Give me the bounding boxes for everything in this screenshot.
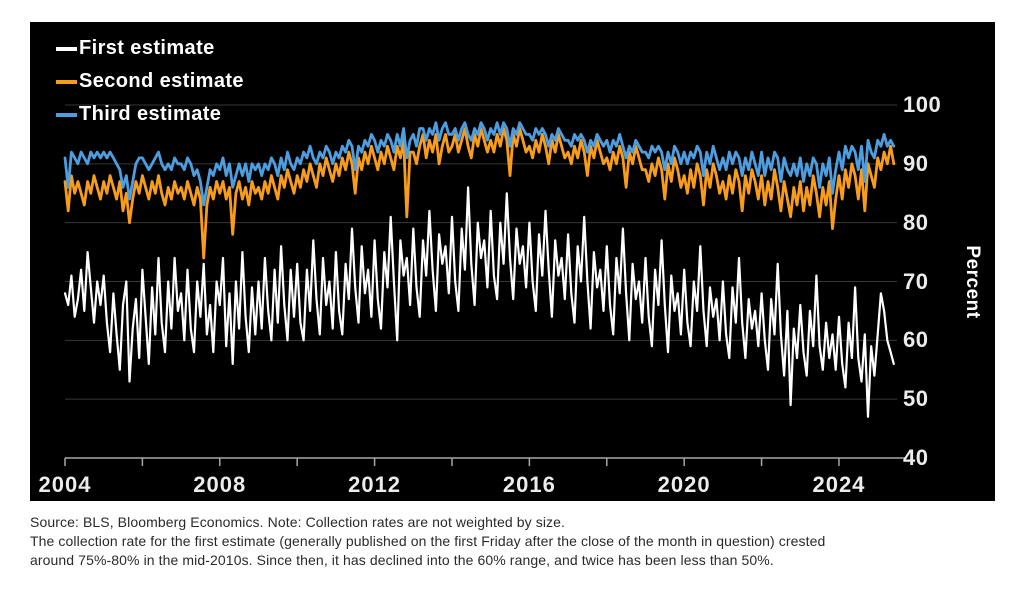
legend-label: Second estimate [79,70,244,92]
first-estimate-line [63,186,895,418]
chart-svg [63,104,905,466]
legend-label: Third estimate [79,103,222,125]
chart-legend: First estimate Second estimate Third est… [56,32,244,131]
y-tick-label-80: 80 [903,209,929,235]
second-estimate-line [63,127,896,260]
x-tick-label-2012: 2012 [348,472,402,497]
second-estimate-swatch-icon [56,79,77,84]
third-estimate-swatch-icon [56,112,77,117]
x-tick-label-2016: 2016 [502,472,556,497]
legend-item-first-estimate: First estimate [56,32,244,65]
y-tick-label-60: 60 [903,327,929,353]
y-axis-title: Percent [962,245,983,319]
x-tick-label-2004: 2004 [38,472,92,497]
y-tick-label-90: 90 [903,150,929,176]
third-estimate-line [63,121,896,207]
legend-item-third-estimate: Third estimate [56,98,244,131]
x-tick-label-2008: 2008 [193,472,247,497]
y-tick-label-40: 40 [903,445,929,470]
legend-item-second-estimate: Second estimate [56,65,244,98]
source-line: Source: BLS, Bloomberg Economics. Note: … [30,514,566,530]
note-line-2: around 75%-80% in the mid-2010s. Since t… [30,552,774,568]
y-tick-label-100: 100 [903,92,942,117]
legend-label: First estimate [79,37,215,59]
first-estimate-swatch-icon [56,46,77,51]
x-tick-label-2024: 2024 [812,472,866,497]
y-tick-label-70: 70 [903,268,929,294]
note-line-1: The collection rate for the first estima… [30,533,826,549]
source-note: Source: BLS, Bloomberg Economics. Note: … [30,513,1020,570]
y-tick-label-50: 50 [903,386,929,412]
x-tick-label-2020: 2020 [657,472,711,497]
chart-panel: First estimate Second estimate Third est… [30,22,995,501]
